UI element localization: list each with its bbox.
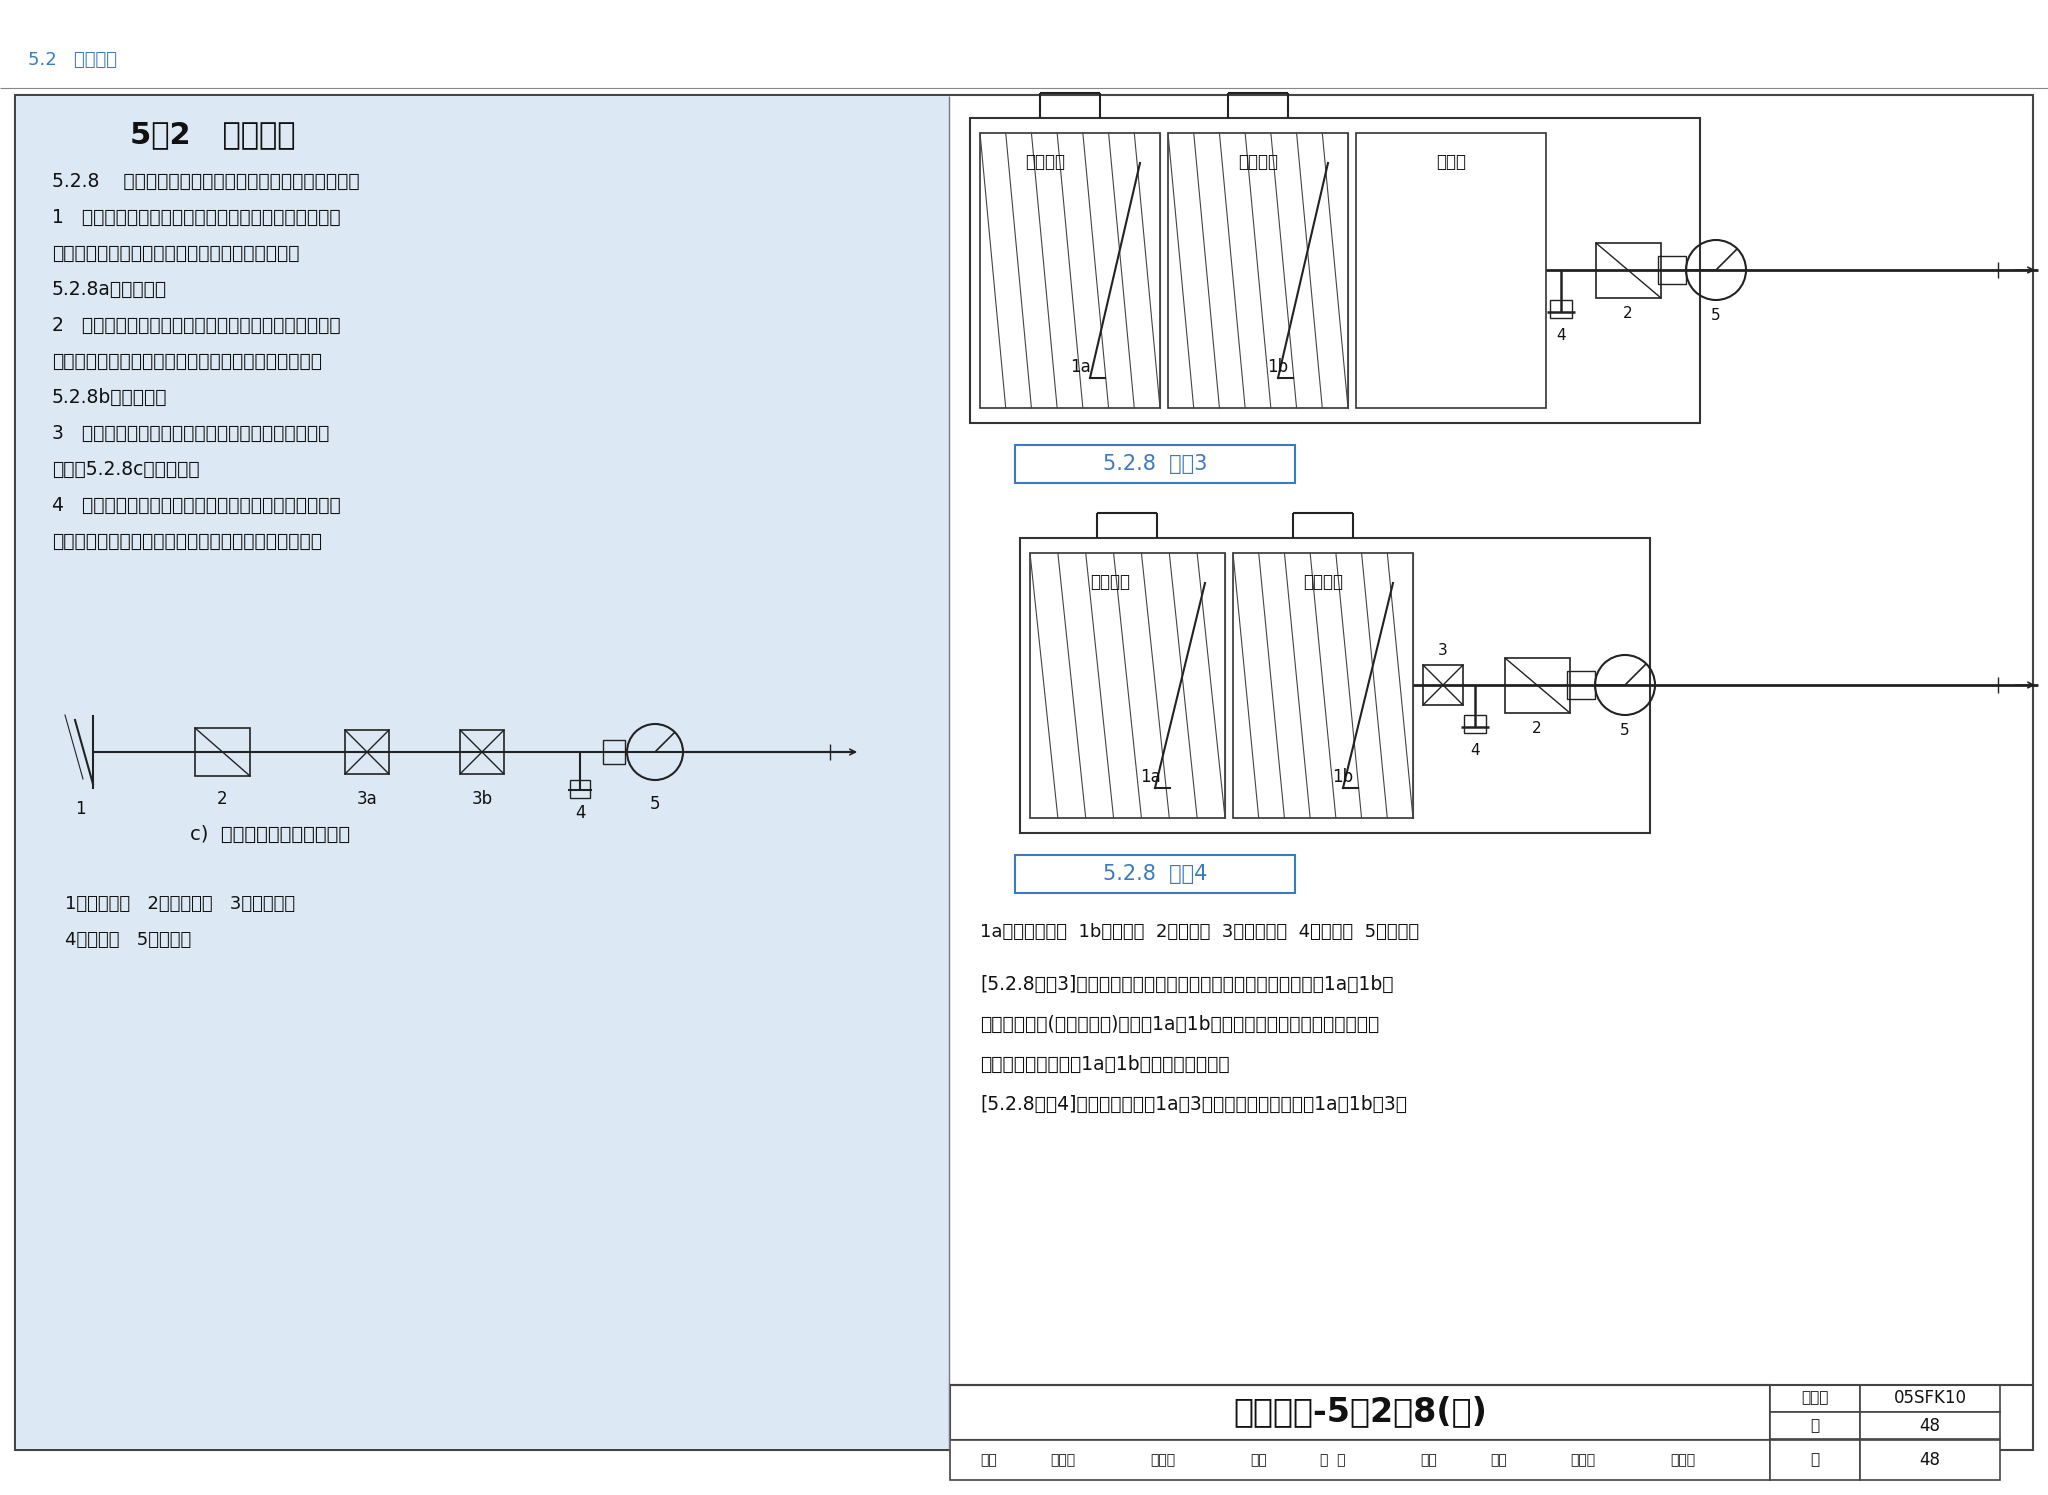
Text: 2: 2 (217, 789, 227, 807)
Text: 风、滤毒进风合用进风机时，进风系统应按原理图: 风、滤毒进风合用进风机时，进风系统应按原理图 (51, 244, 299, 263)
Text: 风、滤毒进风分别设置进风机时，进风系统应按原理图: 风、滤毒进风分别设置进风机时，进风系统应按原理图 (51, 351, 322, 371)
Text: 4－插板阀   5－通风机: 4－插板阀 5－通风机 (66, 931, 190, 949)
Text: 校对: 校对 (1249, 1453, 1268, 1467)
Text: 3a: 3a (356, 789, 377, 807)
Bar (1567, 671, 1595, 700)
Text: 耿世彬: 耿世彬 (1051, 1453, 1075, 1467)
Text: 5: 5 (1712, 308, 1720, 323)
Text: 5: 5 (649, 795, 659, 813)
Text: 5.2.8b进行设计；: 5.2.8b进行设计； (51, 389, 168, 407)
Text: 4   滤毒通风进风管路上选用的通风设备，必须确保滤毒: 4 滤毒通风进风管路上选用的通风设备，必须确保滤毒 (51, 496, 340, 514)
Text: 2   设有清洁、滤毒、隔绍三种防护通风方式，且清洁进: 2 设有清洁、滤毒、隔绍三种防护通风方式，且清洁进 (51, 315, 340, 335)
Text: 竞  勇: 竞 勇 (1321, 1453, 1346, 1467)
Bar (344, 730, 389, 774)
Text: c)  只设清洁通风的进风系统: c) 只设清洁通风的进风系统 (190, 825, 350, 845)
Text: 设计: 设计 (1491, 1453, 1507, 1467)
Text: 集气室: 集气室 (1436, 152, 1466, 170)
Text: 风，紧急情况(敌人空袭时)下关闭1a、1b达到隔绍防护的要求。在战争阶段: 风，紧急情况(敌人空袭时)下关闭1a、1b达到隔绍防护的要求。在战争阶段 (981, 1015, 1378, 1035)
Bar (950, 1440, 1769, 1480)
Text: 进风竖井: 进风竖井 (1090, 573, 1130, 591)
Text: 4: 4 (1556, 327, 1567, 342)
Text: 5.2.8    防空地下室的战时进风系统，应符合下列要求：: 5.2.8 防空地下室的战时进风系统，应符合下列要求： (51, 172, 360, 191)
Text: 2: 2 (1532, 721, 1542, 736)
Bar (195, 728, 250, 776)
Bar (1233, 553, 1413, 818)
Text: 1   设有清洁、滤毒、隔绍三种防护通风方式，且清洁进: 1 设有清洁、滤毒、隔绍三种防护通风方式，且清洁进 (51, 208, 340, 227)
Bar (1016, 446, 1294, 483)
Bar (1030, 553, 1225, 818)
Text: 马吉民: 马吉民 (1571, 1453, 1595, 1467)
Bar (1016, 855, 1294, 893)
Bar (1356, 133, 1546, 408)
Bar (1769, 1440, 1860, 1480)
Text: 1b: 1b (1268, 357, 1288, 377)
Bar (1860, 1384, 2001, 1411)
Text: 4: 4 (575, 804, 586, 822)
Text: 48: 48 (1919, 1452, 1942, 1470)
Bar (981, 133, 1159, 408)
Text: [5.2.8图示4]，清洁通风打开1a、3进风，隔绍防护时关闭1a、1b和3。: [5.2.8图示4]，清洁通风打开1a、3进风，隔绍防护时关闭1a、1b和3。 (981, 1094, 1407, 1114)
Bar (602, 740, 625, 764)
Text: 3   设有清洁、隔绍两种防护通风方式，进风系统应按: 3 设有清洁、隔绍两种防护通风方式，进风系统应按 (51, 425, 330, 443)
Text: 5.2.8  图示3: 5.2.8 图示3 (1102, 454, 1206, 474)
Bar (1860, 1411, 2001, 1440)
Text: 05SFK10: 05SFK10 (1894, 1389, 1966, 1407)
Text: 审核: 审核 (981, 1453, 997, 1467)
Bar (1550, 300, 1573, 318)
Bar (1423, 665, 1462, 706)
Bar (16, 96, 948, 1449)
Bar (1020, 538, 1651, 833)
Text: 密闭通道: 密闭通道 (1303, 573, 1343, 591)
Text: 韧世彬: 韧世彬 (1151, 1453, 1176, 1467)
Bar (1505, 658, 1571, 713)
Bar (1464, 715, 1487, 733)
Text: 3b: 3b (471, 789, 494, 807)
Text: 5: 5 (1620, 724, 1630, 739)
Bar (1769, 1411, 1860, 1440)
Bar (1769, 1384, 1860, 1411)
Text: 1a－防护密闭门  1b－密闭门  2－粗滤器  3－密闭阀门  4－插板阀  5－通风机: 1a－防护密闭门 1b－密闭门 2－粗滤器 3－密闭阀门 4－插板阀 5－通风机 (981, 922, 1419, 940)
Text: 1b: 1b (1333, 768, 1354, 786)
Bar (950, 1384, 1769, 1440)
Bar (971, 118, 1700, 423)
Text: 2: 2 (1624, 306, 1632, 321)
Bar (1167, 133, 1348, 408)
Text: 马吉民: 马吉民 (1669, 1453, 1696, 1467)
Text: 1a: 1a (1069, 357, 1090, 377)
Bar (1595, 244, 1661, 298)
Text: 3: 3 (1438, 643, 1448, 658)
Text: 4: 4 (1470, 743, 1481, 758)
Bar (569, 780, 590, 798)
Text: 5.2.8a进行设计；: 5.2.8a进行设计； (51, 280, 168, 299)
Text: 防护通风-5．2．8(续): 防护通风-5．2．8(续) (1233, 1395, 1487, 1429)
Text: 48: 48 (1919, 1417, 1942, 1435)
Text: 页: 页 (1810, 1419, 1819, 1434)
Text: 原理图5.2.8c进行设计；: 原理图5.2.8c进行设计； (51, 460, 199, 478)
Text: 图集号: 图集号 (1802, 1390, 1829, 1405)
Text: 龙多: 龙多 (1419, 1453, 1438, 1467)
Text: 利用有利时机，打开1a、1b进行清洁式通风。: 利用有利时机，打开1a、1b进行清洁式通风。 (981, 1055, 1229, 1073)
Bar (1659, 256, 1686, 284)
Text: 1a: 1a (1139, 768, 1161, 786)
Text: [5.2.8图示3]可用于防空地下室物资库进风系统。清洁通风打开1a、1b进: [5.2.8图示3]可用于防空地下室物资库进风系统。清洁通风打开1a、1b进 (981, 975, 1393, 994)
Bar (1860, 1440, 2001, 1480)
Text: 进风量不超过该管路上设置的过滤吸收器的额定风量。: 进风量不超过该管路上设置的过滤吸收器的额定风量。 (51, 532, 322, 552)
Text: 5.2   防护通风: 5.2 防护通风 (29, 51, 117, 69)
Text: 1－消波设施   2－粗过滤器   3－密闭阀门: 1－消波设施 2－粗过滤器 3－密闭阀门 (66, 896, 295, 913)
Text: 5．2   防护通风: 5．2 防护通风 (129, 120, 295, 150)
Text: 5.2.8  图示4: 5.2.8 图示4 (1102, 864, 1206, 884)
Text: 进风竖井: 进风竖井 (1024, 152, 1065, 170)
Text: 密闭通道: 密闭通道 (1237, 152, 1278, 170)
Text: 1: 1 (74, 800, 86, 818)
Bar (461, 730, 504, 774)
Text: 页: 页 (1810, 1453, 1819, 1468)
